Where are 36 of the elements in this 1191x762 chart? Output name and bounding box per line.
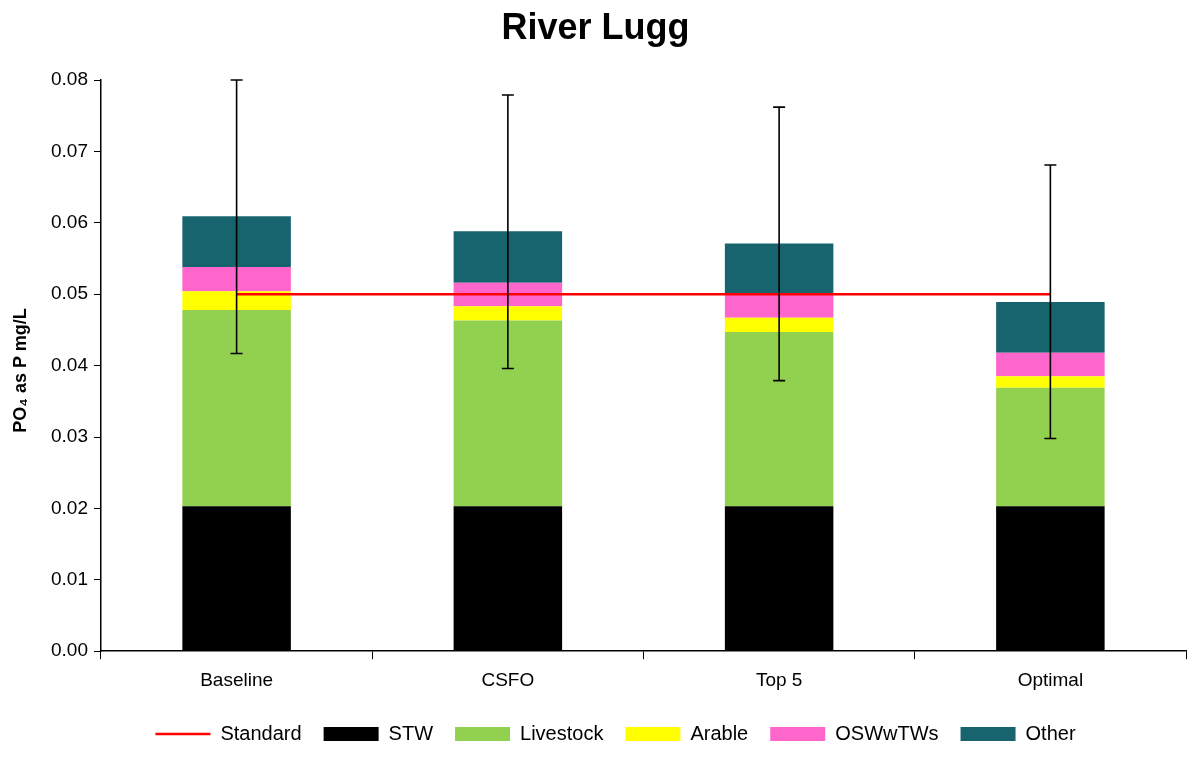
- bar: [182, 216, 291, 268]
- bar: [724, 332, 834, 507]
- y-tick-label: 0.04: [51, 353, 89, 375]
- bar: [996, 376, 1105, 388]
- bar: [996, 352, 1105, 377]
- bar: [724, 243, 834, 295]
- y-tick-label: 0.01: [51, 568, 88, 590]
- bar: [182, 291, 291, 310]
- legend-label: Livestock: [520, 721, 605, 744]
- bar: [453, 231, 563, 283]
- x-tick-label: Top 5: [755, 668, 803, 690]
- y-tick-label: 0.03: [51, 425, 88, 447]
- bar: [996, 302, 1105, 353]
- y-tick-label: 0.07: [51, 139, 88, 161]
- bar: [182, 267, 291, 292]
- bar: [453, 306, 563, 321]
- legend-label: Standard: [220, 721, 302, 744]
- bar: [182, 309, 291, 507]
- y-tick-label: 0.06: [51, 211, 88, 233]
- legend-label: Arable: [690, 721, 749, 744]
- bar: [724, 317, 834, 333]
- chart-title: River Lugg: [500, 6, 691, 48]
- legend-label: OSWwTWs: [835, 721, 939, 744]
- y-tick-label: 0.00: [51, 639, 88, 661]
- x-tick-label: CSFO: [481, 668, 535, 690]
- bar: [996, 387, 1105, 507]
- bar: [453, 320, 563, 507]
- y-axis-title: PO₄ as P mg/L: [9, 307, 31, 435]
- y-tick-label: 0.08: [51, 68, 88, 90]
- x-tick-label: Baseline: [200, 668, 274, 690]
- y-tick-label: 0.02: [51, 496, 88, 518]
- legend-label: Other: [1025, 721, 1076, 744]
- legend-label: STW: [388, 721, 434, 744]
- x-tick-label: Optimal: [1017, 668, 1084, 690]
- bar: [724, 294, 834, 318]
- y-tick-label: 0.05: [51, 282, 88, 304]
